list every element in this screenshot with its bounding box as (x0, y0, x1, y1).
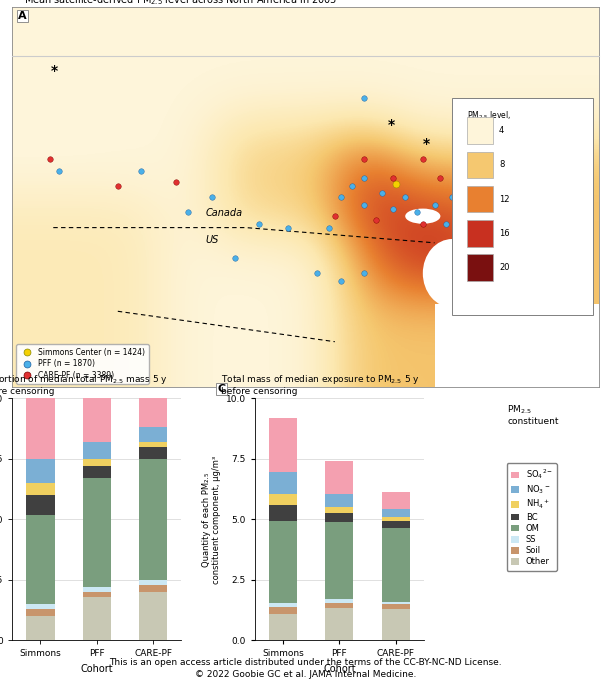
Legend: Simmons Center (n = 1424), PFF (n = 1870), CARE-PF (n = 3389): Simmons Center (n = 1424), PFF (n = 1870… (16, 344, 149, 384)
Bar (82, 478, 111, 587)
Bar (26, 459, 54, 483)
Bar (26, 495, 54, 514)
Bar (26, 398, 54, 459)
Text: PM$_{2.5}$ level,
μg/m$^3$: PM$_{2.5}$ level, μg/m$^3$ (467, 110, 511, 139)
Legend: SO$_4$$^{2-}$, NO$_3$$^-$, NH$_4$$^+$, BC, OM, SS, Soil, Other: SO$_4$$^{2-}$, NO$_3$$^-$, NH$_4$$^+$, B… (507, 463, 557, 570)
Bar (269, 418, 297, 472)
Bar (269, 607, 297, 614)
Bar (325, 608, 353, 640)
Bar (82, 459, 111, 466)
Text: Proportion of median total PM$_{2.5}$ mass 5 y
before censoring: Proportion of median total PM$_{2.5}$ ma… (0, 373, 168, 396)
Text: 8: 8 (499, 160, 505, 169)
FancyBboxPatch shape (467, 220, 493, 246)
Bar (269, 505, 297, 521)
Bar (382, 517, 410, 521)
Bar (26, 609, 54, 616)
Bar (82, 592, 111, 597)
Bar (325, 508, 353, 513)
Bar (382, 604, 410, 609)
Bar (269, 521, 297, 603)
Bar (382, 528, 410, 602)
Bar (325, 494, 353, 508)
Bar (82, 442, 111, 459)
X-axis label: Cohort: Cohort (323, 664, 356, 674)
X-axis label: Cohort: Cohort (81, 664, 113, 674)
Text: 12: 12 (499, 195, 510, 204)
Bar (82, 597, 111, 641)
Bar (139, 580, 167, 584)
FancyBboxPatch shape (467, 118, 493, 144)
Bar (382, 508, 410, 517)
Bar (26, 616, 54, 640)
Bar (82, 466, 111, 478)
Bar (139, 447, 167, 459)
Text: *: * (387, 118, 395, 132)
Text: PM$_{2.5}$
constituent: PM$_{2.5}$ constituent (507, 403, 559, 426)
Text: A: A (18, 10, 27, 21)
Bar (382, 602, 410, 604)
FancyBboxPatch shape (467, 254, 493, 281)
FancyBboxPatch shape (434, 304, 599, 387)
Text: Canada: Canada (206, 208, 243, 218)
FancyBboxPatch shape (452, 98, 593, 315)
Ellipse shape (405, 209, 441, 224)
Bar (139, 442, 167, 447)
Ellipse shape (423, 239, 481, 307)
Bar (325, 603, 353, 608)
Bar (325, 599, 353, 603)
Text: 4: 4 (499, 126, 504, 135)
Bar (269, 603, 297, 607)
Bar (82, 587, 111, 592)
Bar (139, 398, 167, 428)
Text: *: * (423, 136, 430, 150)
FancyBboxPatch shape (467, 186, 493, 212)
Text: 16: 16 (499, 229, 510, 238)
Bar (26, 604, 54, 609)
Bar (382, 521, 410, 528)
Text: Total mass of median exposure to PM$_{2.5}$ 5 y
before censoring: Total mass of median exposure to PM$_{2.… (221, 373, 420, 396)
Bar (139, 459, 167, 580)
Bar (382, 491, 410, 508)
Bar (325, 522, 353, 599)
Text: 20: 20 (499, 263, 510, 272)
Y-axis label: Quantity of each PM₂.₅
constituent component, μg/m³: Quantity of each PM₂.₅ constituent compo… (202, 455, 221, 584)
Bar (325, 461, 353, 494)
Text: Mean satellite-derived PM$_{2.5}$ level across North America in 2005: Mean satellite-derived PM$_{2.5}$ level … (18, 0, 337, 6)
Bar (269, 473, 297, 494)
FancyBboxPatch shape (467, 151, 493, 178)
Bar (139, 428, 167, 442)
Bar (269, 614, 297, 640)
Bar (139, 592, 167, 640)
Bar (26, 483, 54, 495)
Bar (382, 609, 410, 640)
Text: This is an open access article distributed under the terms of the CC-BY-NC-ND Li: This is an open access article distribut… (109, 658, 502, 679)
Text: *: * (50, 64, 57, 78)
Text: US: US (206, 234, 219, 245)
Bar (26, 514, 54, 604)
Bar (325, 513, 353, 522)
Bar (269, 494, 297, 505)
Text: C: C (218, 384, 225, 394)
Bar (139, 584, 167, 592)
Bar (82, 398, 111, 442)
